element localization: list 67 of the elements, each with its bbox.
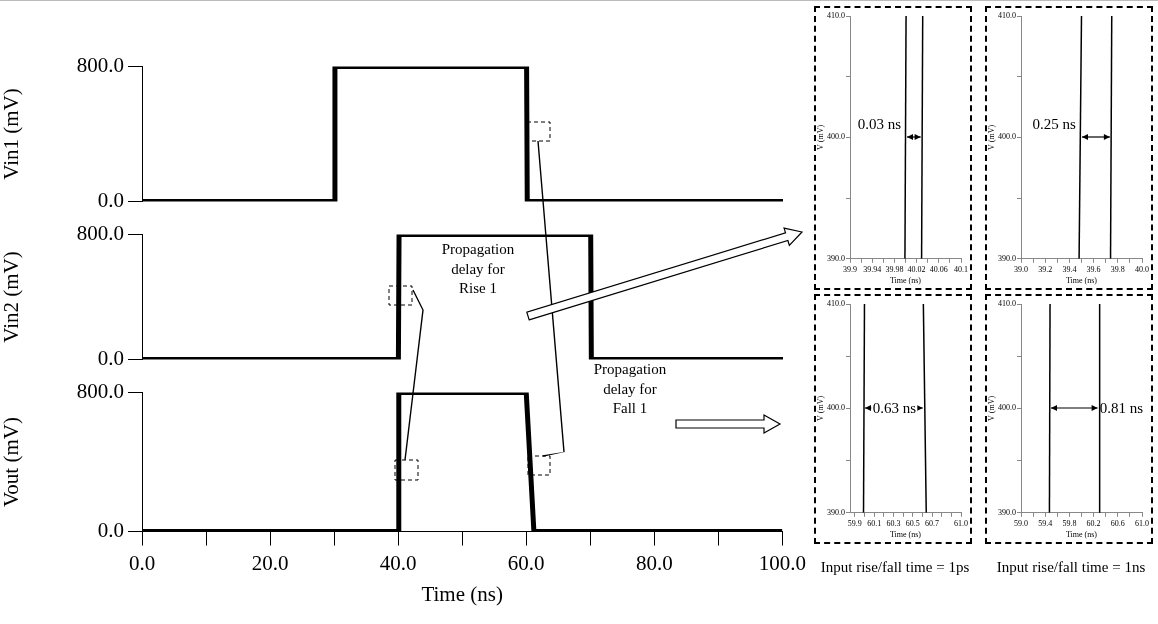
annotation: 0.63 ns xyxy=(871,399,918,418)
y-axis-title: V (mV) xyxy=(815,124,825,150)
x-tick-label: 59.4 xyxy=(1038,518,1053,528)
x-tick-label: 100.0 xyxy=(758,550,806,575)
y-tick-label: 410.0 xyxy=(998,11,1016,21)
x-tick-label: 40.02 xyxy=(907,264,926,274)
y-tick-label: 410.0 xyxy=(827,299,845,309)
x-tick-label: 60.3 xyxy=(886,518,901,528)
x-axis-title: Time (ns) xyxy=(889,276,922,286)
x-tick-label: 39.4 xyxy=(1062,264,1077,274)
x-tick-label: 39.0 xyxy=(1014,264,1028,274)
y-tick-label: 390.0 xyxy=(827,253,845,263)
x-tick-label: 0.0 xyxy=(128,550,156,575)
y-tick-label: 800.0 xyxy=(76,53,124,78)
text: Input rise/fall time = 1ns xyxy=(995,558,1147,577)
x-tick-label: 60.1 xyxy=(867,518,882,528)
annotation: Propagation delay for Fall 1 xyxy=(592,360,668,418)
y-tick-label: 410.0 xyxy=(827,11,845,21)
x-tick-label: 61.0 xyxy=(954,518,968,528)
y-tick-label: 0.0 xyxy=(97,345,124,370)
x-tick-label: 60.2 xyxy=(1086,518,1101,528)
x-tick-label: 40.1 xyxy=(954,264,968,274)
y-tick-label: 390.0 xyxy=(998,507,1016,517)
y-axis-title: Vout (mV) xyxy=(0,417,24,508)
y-tick-label: 400.0 xyxy=(998,132,1016,142)
y-tick-label: 800.0 xyxy=(76,379,124,404)
x-tick-label: 59.0 xyxy=(1014,518,1028,528)
x-tick-label: 39.94 xyxy=(863,264,882,274)
annotation: 0.25 ns xyxy=(1032,115,1076,134)
x-tick-label: 39.9 xyxy=(843,264,857,274)
x-tick-label: 60.6 xyxy=(1110,518,1125,528)
x-tick-label: 59.8 xyxy=(1062,518,1077,528)
y-axis-title: V (mV) xyxy=(986,124,996,150)
x-tick-label: 60.0 xyxy=(507,550,545,575)
y-tick-label: 800.0 xyxy=(76,221,124,246)
annotation: 0.81 ns xyxy=(1099,399,1144,418)
x-tick-label: 40.0 xyxy=(1135,264,1149,274)
y-tick-label: 400.0 xyxy=(827,132,845,142)
text: Input rise/fall time = 1ps xyxy=(819,558,971,577)
x-axis-title: Time (ns) xyxy=(1065,276,1098,286)
annotation: Propagation delay for Rise 1 xyxy=(440,240,516,298)
y-tick-label: 400.0 xyxy=(998,403,1016,413)
x-tick-label: 59.9 xyxy=(847,518,862,528)
y-axis-title: V (mV) xyxy=(986,395,996,421)
x-tick-label: 61.0 xyxy=(1135,518,1149,528)
y-axis-title: V (mV) xyxy=(815,395,825,421)
x-tick-label: 40.0 xyxy=(379,550,417,575)
x-tick-label: 60.7 xyxy=(925,518,940,528)
x-tick-label: 80.0 xyxy=(635,550,673,575)
x-tick-label: 20.0 xyxy=(251,550,289,575)
y-tick-label: 400.0 xyxy=(827,403,845,413)
x-tick-label: 39.2 xyxy=(1038,264,1053,274)
x-axis-title: Time (ns) xyxy=(1065,530,1098,540)
y-axis-title: Vin1 (mV) xyxy=(0,88,24,180)
y-tick-label: 390.0 xyxy=(827,507,845,517)
x-tick-label: 39.98 xyxy=(885,264,904,274)
x-axis-title: Time (ns) xyxy=(421,581,503,606)
x-tick-label: 39.6 xyxy=(1086,264,1101,274)
y-tick-label: 410.0 xyxy=(998,299,1016,309)
y-tick-label: 0.0 xyxy=(97,187,124,212)
x-axis-title: Time (ns) xyxy=(889,530,922,540)
x-tick-label: 40.06 xyxy=(929,264,948,274)
x-tick-label: 39.8 xyxy=(1110,264,1125,274)
y-axis-title: Vin2 (mV) xyxy=(0,251,24,343)
y-tick-label: 390.0 xyxy=(998,253,1016,263)
annotation: 0.03 ns xyxy=(857,115,901,134)
x-tick-label: 60.5 xyxy=(905,518,920,528)
